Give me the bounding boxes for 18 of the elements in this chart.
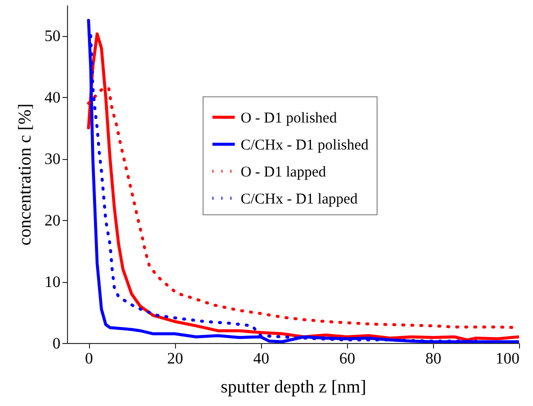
y-tick-label: 50	[44, 28, 60, 46]
y-tick-label: 20	[44, 212, 60, 230]
legend-label: C/CHx - D1 polished	[240, 137, 370, 154]
x-tick-label: 20	[167, 350, 184, 368]
x-tick-label: 100	[496, 350, 520, 368]
legend-label: C/CHx - D1 lapped	[240, 191, 358, 208]
x-tick-label: 60	[339, 350, 356, 368]
y-axis-title: concentration c [%]	[14, 104, 34, 246]
x-tick-label: 0	[85, 350, 94, 368]
legend-label: O - D1 lapped	[240, 164, 326, 180]
y-tick-label: 10	[44, 274, 60, 292]
y-tick-label: 30	[44, 151, 60, 168]
legend-label: O - D1 polished	[240, 110, 338, 126]
y-tick-label: 0	[52, 336, 60, 352]
x-axis-title: sputter depth z [nm]	[220, 376, 366, 396]
x-tick-label: 80	[425, 350, 442, 368]
x-tick-label: 40	[253, 350, 270, 368]
y-tick-label: 40	[44, 90, 60, 107]
